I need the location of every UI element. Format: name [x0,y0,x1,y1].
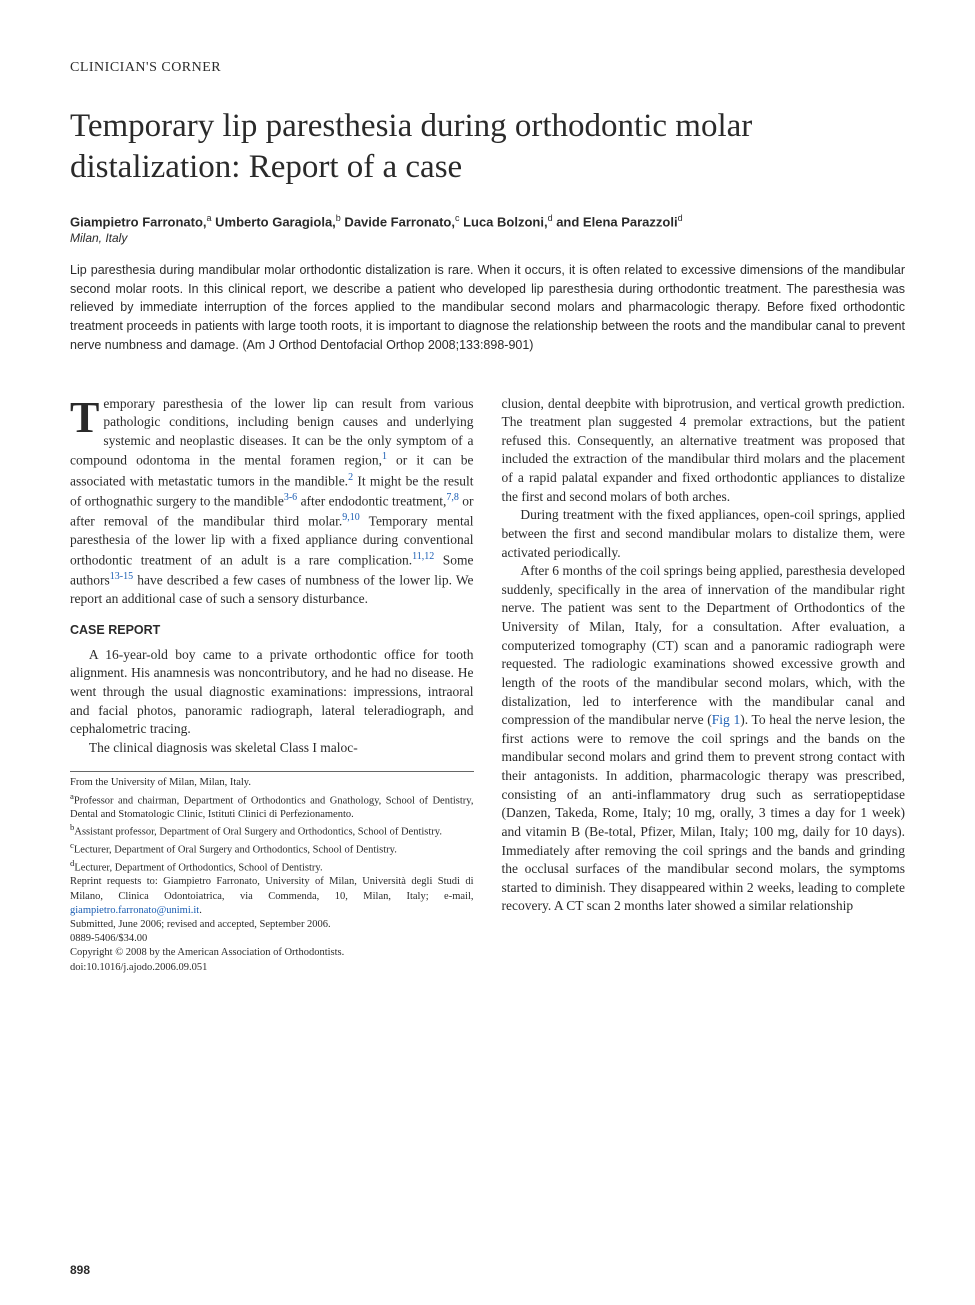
footnote-reprint: Reprint requests to: Giampietro Farronat… [70,875,474,918]
col2-paragraph-2: During treatment with the fixed applianc… [502,506,906,562]
footnote-b: bAssistant professor, Department of Oral… [70,822,474,840]
footnote-submitted: Submitted, June 2006; revised and accept… [70,918,474,932]
case-paragraph-1: A 16-year-old boy came to a private orth… [70,646,474,739]
footnote-from: From the University of Milan, Milan, Ita… [70,776,474,790]
intro-paragraph: Temporary paresthesia of the lower lip c… [70,395,474,609]
col2-paragraph-1: clusion, dental deepbite with biprotrusi… [502,395,906,507]
case-report-heading: CASE REPORT [70,622,474,639]
footnote-copyright: Copyright © 2008 by the American Associa… [70,946,474,960]
article-title: Temporary lip paresthesia during orthodo… [70,106,905,189]
footnote-d: dLecturer, Department of Orthodontics, S… [70,858,474,876]
col2-paragraph-3: After 6 months of the coil springs being… [502,562,906,916]
footnote-a: aProfessor and chairman, Department of O… [70,791,474,823]
body-columns: Temporary paresthesia of the lower lip c… [70,395,905,975]
case-paragraph-2: The clinical diagnosis was skeletal Clas… [70,739,474,758]
page-number: 898 [70,1263,90,1277]
author-location: Milan, Italy [70,231,905,245]
footnote-c: cLecturer, Department of Oral Surgery an… [70,840,474,858]
footnote-separator [70,771,474,772]
footnote-issn: 0889-5406/$34.00 [70,932,474,946]
authors-line: Giampietro Farronato,a Umberto Garagiola… [70,213,905,229]
footnotes-block: From the University of Milan, Milan, Ita… [70,771,474,974]
abstract: Lip paresthesia during mandibular molar … [70,261,905,355]
section-label: CLINICIAN'S CORNER [70,60,905,76]
footnote-doi: doi:10.1016/j.ajodo.2006.09.051 [70,961,474,975]
